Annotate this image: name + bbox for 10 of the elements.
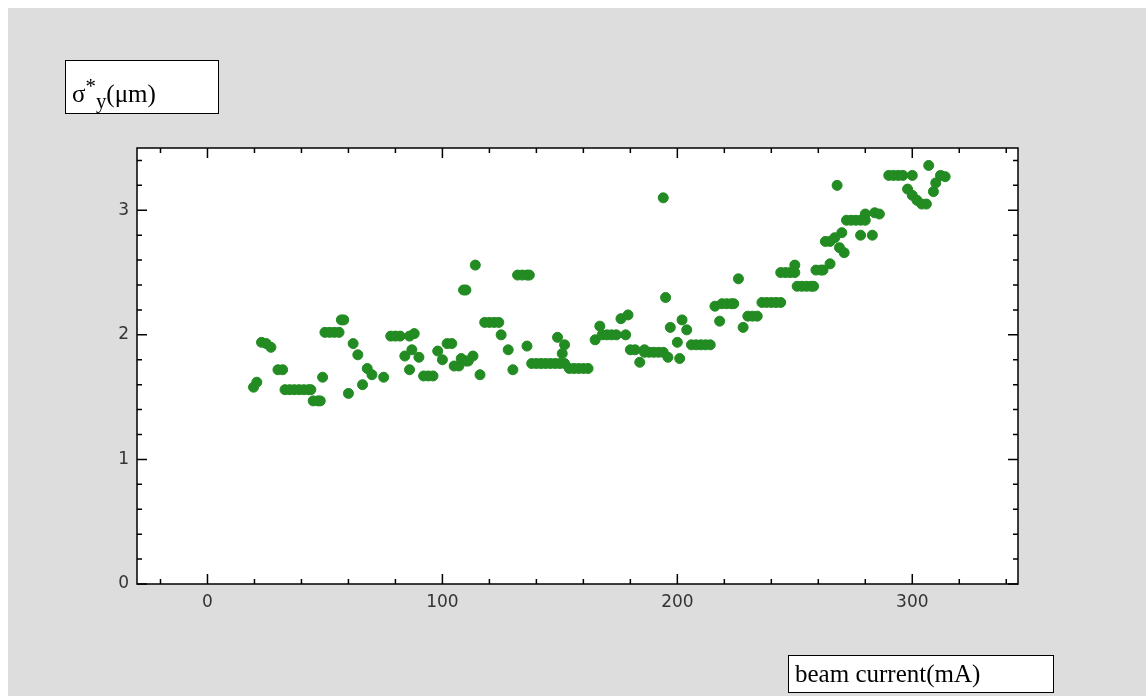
y-tick-label: 3 [118, 198, 129, 219]
x-tick-label: 300 [896, 590, 929, 611]
x-tick-label: 100 [426, 590, 459, 611]
x-tick-label: 0 [202, 590, 213, 611]
x-axis-title: beam current(mA) [788, 655, 1054, 693]
x-tick-label: 200 [661, 590, 694, 611]
y-tick-label: 1 [118, 447, 129, 468]
y-axis-title: σ$^{*}$$_{y}$(μm) [65, 60, 219, 114]
y-tick-label: 0 [118, 572, 129, 593]
y-tick-label: 2 [118, 323, 129, 344]
